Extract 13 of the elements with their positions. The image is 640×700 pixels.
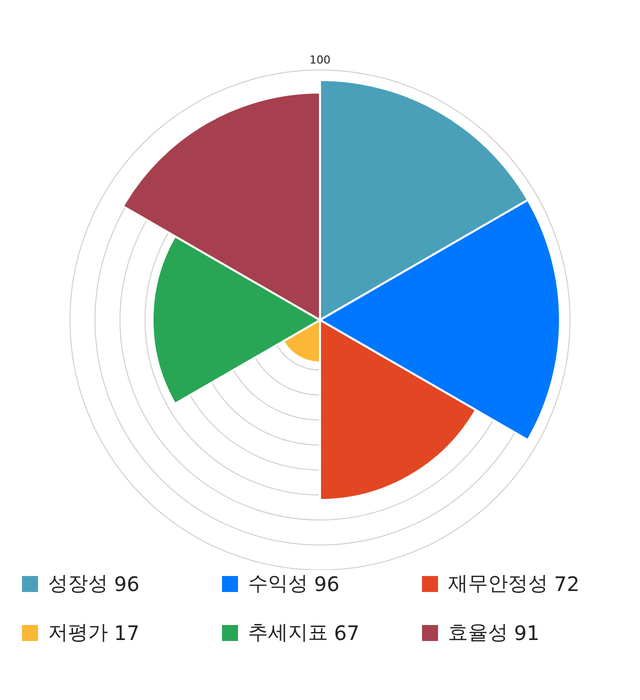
text: 100 [310, 53, 330, 66]
data-label: 17 [114, 620, 140, 644]
category-label: 재무안정성 [448, 570, 548, 597]
category-label: 추세지표 [248, 619, 328, 646]
data-label: 72 [554, 572, 580, 596]
data-label: 96 [314, 572, 340, 596]
category-label: 효율성 [448, 619, 508, 646]
category-label: 저평가 [48, 619, 108, 646]
data-label: 91 [514, 620, 540, 644]
category-label: 성장성 [48, 570, 108, 597]
data-label: 96 [114, 572, 140, 596]
data-label: 67 [334, 620, 360, 644]
category-label: 수익성 [248, 570, 308, 597]
